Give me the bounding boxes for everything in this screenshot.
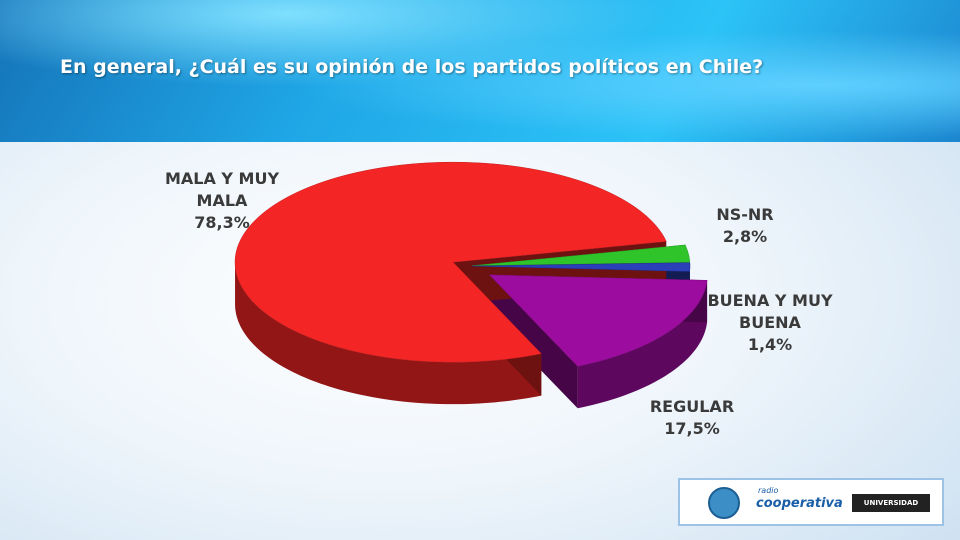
value-label: 2,8% [722, 227, 768, 246]
category-label: REGULAR [649, 397, 735, 416]
slice-label: NS-NR 2,8% [685, 204, 805, 248]
slice [234, 161, 667, 363]
category-label: MALA Y MUY MALA [164, 169, 280, 210]
globe-logo [708, 487, 740, 519]
logo-box: radio cooperativa UNIVERSIDAD CENTRAL [678, 478, 944, 526]
chart-title: En general, ¿Cuál es su opinión de los p… [60, 56, 764, 78]
slice-label: BUENA Y MUY BUENA 1,4% [700, 290, 840, 356]
slice [471, 262, 691, 272]
banner [0, 0, 960, 142]
slice-side [577, 280, 708, 409]
value-label: 17,5% [664, 419, 720, 438]
slice-label: MALA Y MUY MALA 78,3% [142, 168, 302, 234]
value-label: 1,4% [747, 335, 793, 354]
slice-face [489, 274, 578, 409]
value-label: 78,3% [194, 213, 250, 232]
category-label: BUENA Y MUY BUENA [707, 291, 833, 332]
slice [488, 274, 708, 367]
slice [471, 244, 691, 266]
logo-text: UNIVERSIDAD CENTRAL [852, 494, 930, 525]
logo-text: cooperativa [756, 496, 843, 511]
logo-text: radio [758, 486, 779, 495]
slice-side [235, 262, 542, 405]
slice-label: REGULAR 17,5% [632, 396, 752, 440]
category-label: NS-NR [716, 205, 774, 224]
